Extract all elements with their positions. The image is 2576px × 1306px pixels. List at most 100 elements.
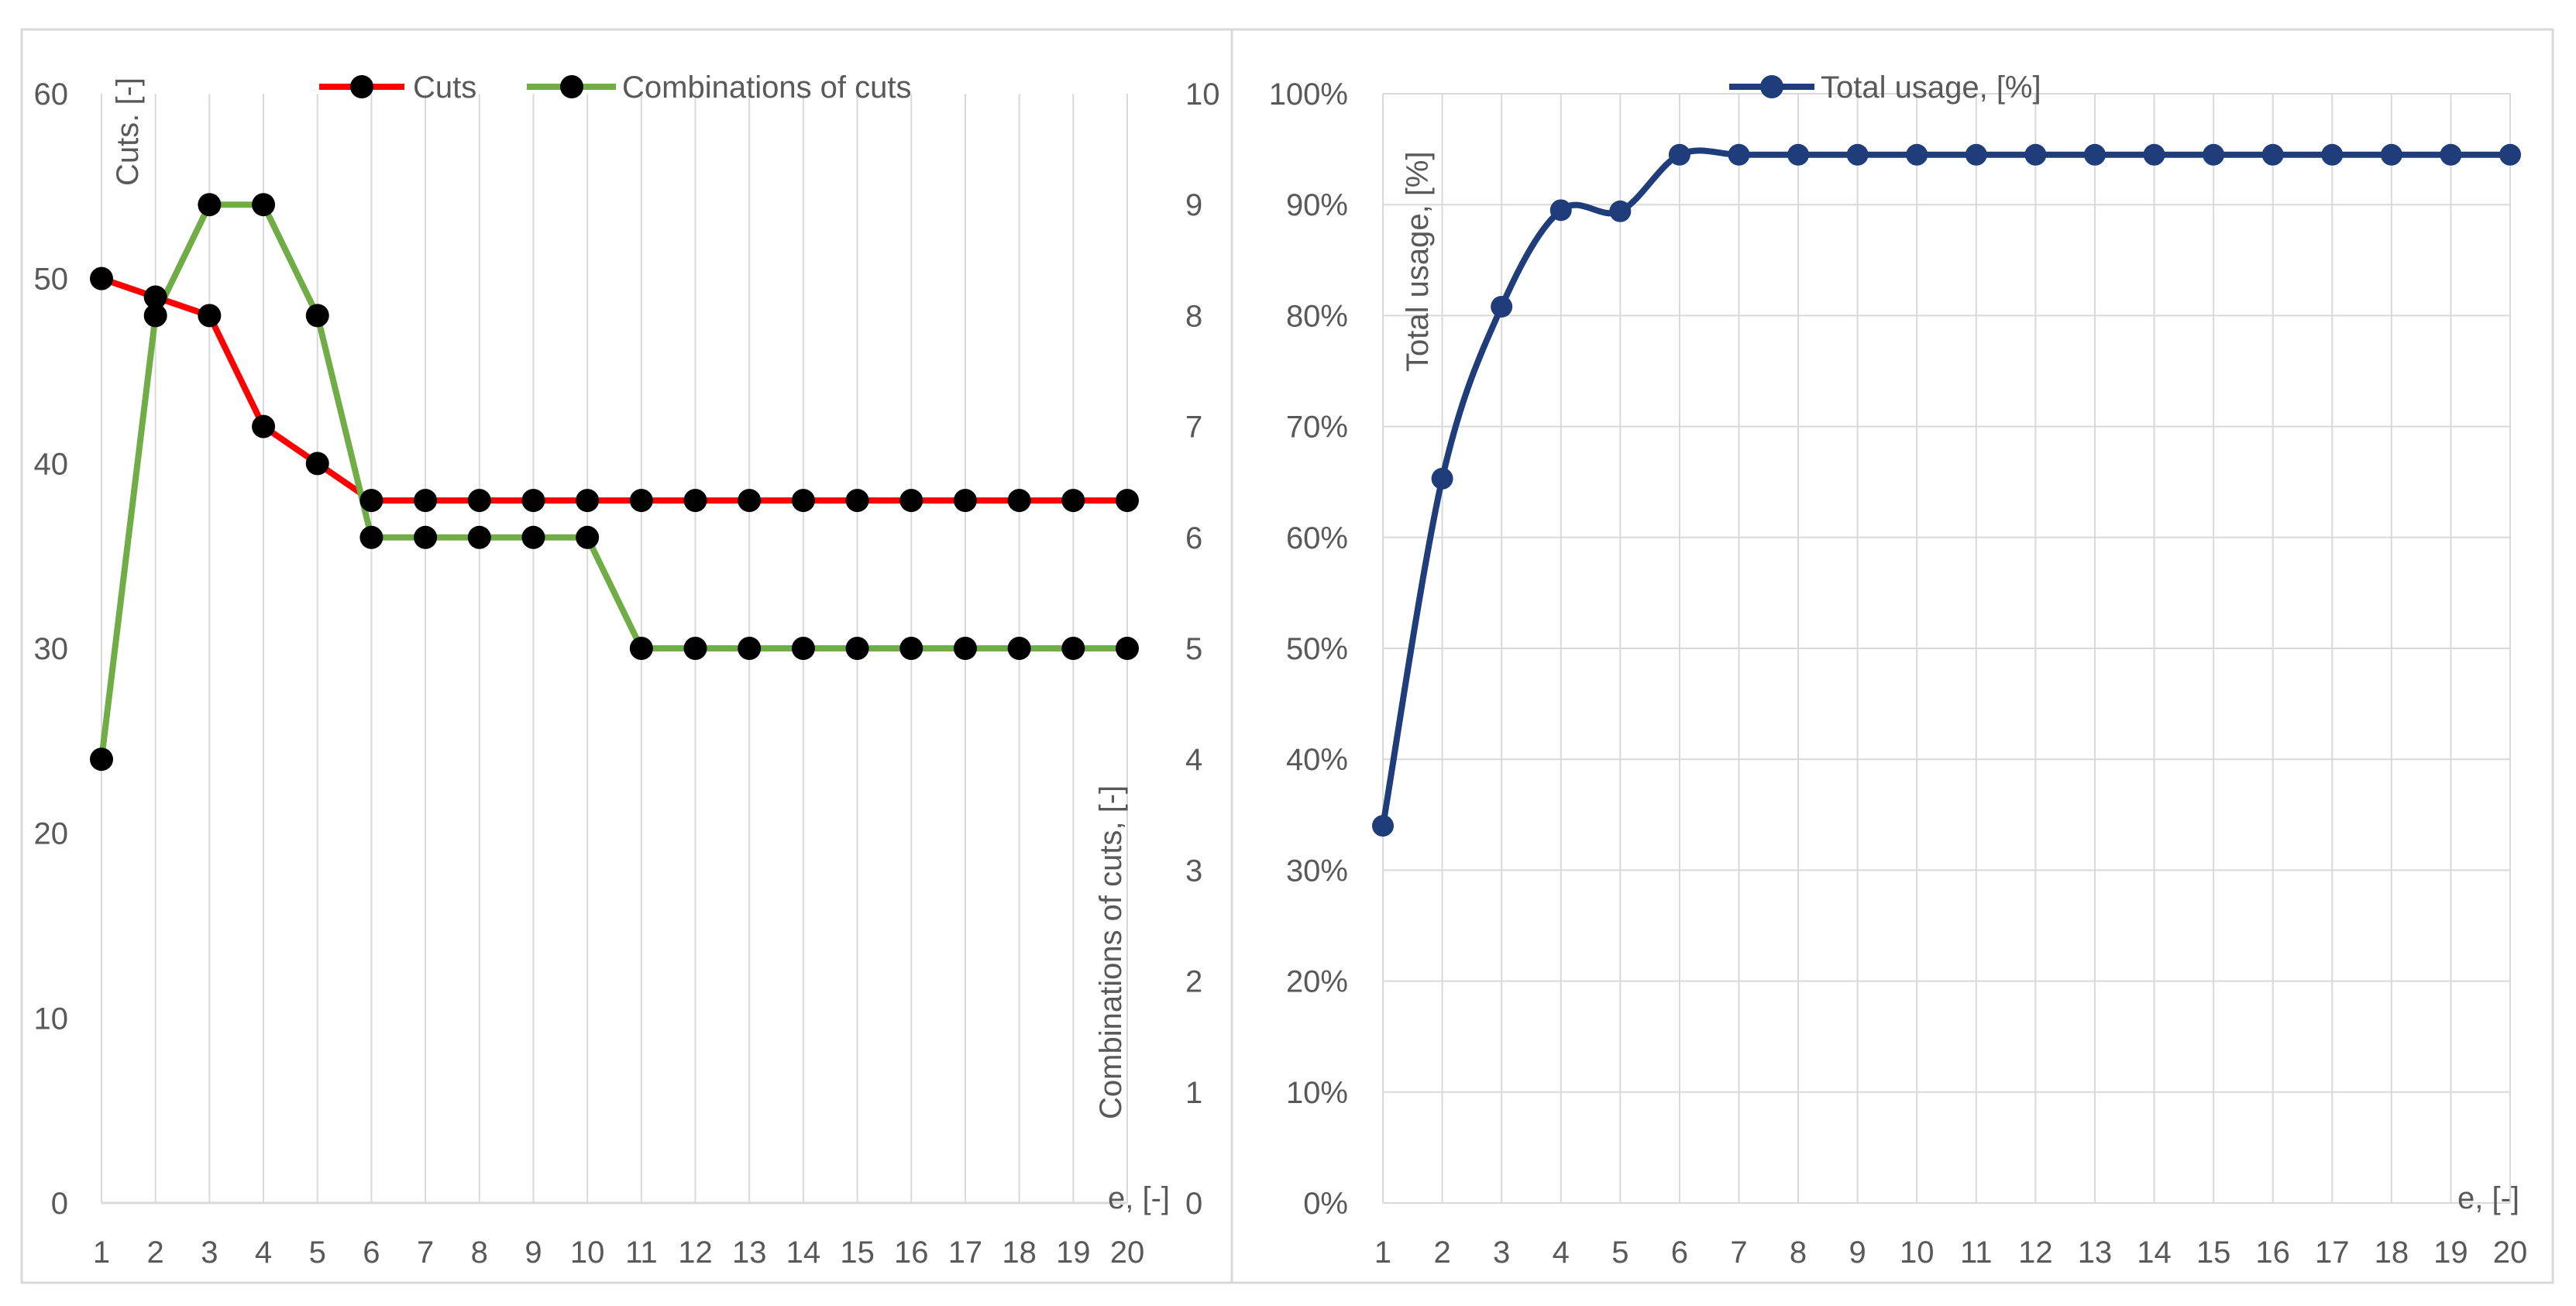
chart2-x-tick-label: 20 xyxy=(2493,1236,2528,1270)
chart2-x-tick-label: 15 xyxy=(2196,1236,2231,1270)
chart2-y-tick-label: 30% xyxy=(1286,854,1348,888)
chart1-point-1 xyxy=(467,525,491,549)
chart2-x-tick-label: 7 xyxy=(1730,1236,1747,1270)
chart1-y-tick-label: 40 xyxy=(34,447,69,481)
chart2-x-tick-label: 9 xyxy=(1849,1236,1866,1270)
chart1-x-tick-label: 8 xyxy=(471,1236,488,1270)
chart1-y-tick-label: 20 xyxy=(34,817,69,851)
chart1-point-1 xyxy=(252,193,276,217)
chart1-point-1 xyxy=(359,525,383,549)
chart2-y-tick-label: 40% xyxy=(1286,743,1348,777)
chart1-point-0 xyxy=(1116,489,1139,513)
chart1-x-tick-label: 1 xyxy=(93,1236,110,1270)
chart2-point-0 xyxy=(2203,143,2225,166)
chart2-x-tick-label: 14 xyxy=(2137,1236,2172,1270)
chart1-point-0 xyxy=(899,489,923,513)
chart1-x-tick-label: 11 xyxy=(625,1236,658,1270)
chart1-point-0 xyxy=(576,489,600,513)
chart1-x-tick-label: 12 xyxy=(678,1236,713,1270)
chart2-point-0 xyxy=(2380,143,2402,166)
chart1-point-0 xyxy=(414,489,438,513)
chart2-point-0 xyxy=(1668,143,1690,166)
chart2-y-tick-label: 10% xyxy=(1286,1076,1348,1110)
chart2-point-0 xyxy=(1549,199,1572,222)
chart1-point-1 xyxy=(953,637,977,660)
chart1-y2-tick-label: 7 xyxy=(1185,411,1202,445)
chart2-point-0 xyxy=(1728,143,1750,166)
chart1-point-1 xyxy=(791,637,815,660)
chart1-point-1 xyxy=(1007,637,1031,660)
chart2-y-tick-label: 50% xyxy=(1286,632,1348,666)
legend-total-usage-label: Total usage, [%] xyxy=(1821,70,2041,105)
chart1-point-1 xyxy=(683,637,707,660)
chart2-x-tick-label: 6 xyxy=(1671,1236,1688,1270)
chart2-x-tick-label: 12 xyxy=(2018,1236,2053,1270)
chart1-point-1 xyxy=(305,304,329,328)
chart1-point-0 xyxy=(143,285,167,309)
chart1-y2-tick-label: 4 xyxy=(1185,743,1202,777)
chart2-x-tick-label: 3 xyxy=(1493,1236,1510,1270)
chart2-point-0 xyxy=(2083,143,2106,166)
chart2-y-tick-label: 0% xyxy=(1303,1187,1348,1221)
chart2-x-tick-label: 11 xyxy=(1960,1236,1993,1270)
legend-cuts-marker xyxy=(350,75,373,98)
chart1-point-0 xyxy=(953,489,977,513)
chart1-x-tick-label: 10 xyxy=(570,1236,605,1270)
chart1-point-0 xyxy=(1007,489,1031,513)
chart1-y2-tick-label: 9 xyxy=(1185,188,1202,222)
chart1-point-0 xyxy=(305,452,329,476)
chart2-y-tick-label: 100% xyxy=(1269,77,1348,112)
chart2-y-tick-label: 20% xyxy=(1286,965,1348,999)
chart2-point-0 xyxy=(2321,143,2344,166)
chart2-x-tick-label: 18 xyxy=(2375,1236,2409,1270)
chart2-x-tick-label: 5 xyxy=(1611,1236,1628,1270)
chart1-x-tick-label: 19 xyxy=(1056,1236,1091,1270)
chart2-point-0 xyxy=(1431,467,1453,490)
chart1-ylabel: Cuts. [-] xyxy=(111,77,145,186)
chart1-x-tick-label: 15 xyxy=(840,1236,875,1270)
chart1-point-0 xyxy=(629,489,653,513)
chart2-y-tick-label: 70% xyxy=(1286,411,1348,445)
chart2-point-0 xyxy=(1965,143,1987,166)
chart1-point-0 xyxy=(252,414,276,438)
chart1-y2-tick-label: 2 xyxy=(1185,965,1202,999)
legend-combinations-label: Combinations of cuts xyxy=(622,70,912,105)
chart2-point-0 xyxy=(1846,143,1869,166)
chart2-ylabel: Total usage, [%] xyxy=(1401,151,1435,372)
chart-total-usage: 0%10%20%30%40%50%60%70%80%90%100%1 2 3 4 5 6 7… xyxy=(1269,77,2528,1270)
chart2-point-0 xyxy=(1906,143,1928,166)
chart1-point-0 xyxy=(521,489,545,513)
chart1-point-1 xyxy=(143,304,167,328)
chart1-y-tick-label: 10 xyxy=(34,1002,69,1036)
chart1-x-tick-label: 9 xyxy=(524,1236,542,1270)
chart2-point-0 xyxy=(1491,295,1513,318)
chart1-x-tick-label: 5 xyxy=(309,1236,326,1270)
chart1-point-1 xyxy=(414,525,438,549)
chart2-y-tick-label: 60% xyxy=(1286,521,1348,555)
chart1-x-tick-label: 4 xyxy=(255,1236,272,1270)
chart1-x-tick-label: 16 xyxy=(894,1236,929,1270)
chart1-y-tick-label: 0 xyxy=(51,1187,68,1221)
chart1-point-0 xyxy=(198,304,222,328)
chart1-point-0 xyxy=(1061,489,1085,513)
chart2-x-tick-label: 4 xyxy=(1553,1236,1570,1270)
chart1-y2-tick-label: 8 xyxy=(1185,299,1202,333)
chart1-y-tick-label: 30 xyxy=(34,632,69,666)
chart2-x-tick-label: 19 xyxy=(2433,1236,2468,1270)
chart2-point-0 xyxy=(1787,143,1810,166)
chart1-series-line-1 xyxy=(98,201,1127,760)
chart2-point-0 xyxy=(2261,143,2284,166)
chart1-point-1 xyxy=(90,748,113,772)
chart2-x-tick-label: 1 xyxy=(1374,1236,1391,1270)
chart1-point-0 xyxy=(738,489,762,513)
chart2-point-0 xyxy=(2440,143,2462,166)
chart2-x-tick-label: 8 xyxy=(1790,1236,1807,1270)
chart1-x-tick-label: 18 xyxy=(1002,1236,1037,1270)
chart1-y-tick-label: 60 xyxy=(34,77,69,112)
chart2-x-tick-label: 10 xyxy=(1900,1236,1935,1270)
chart2-point-0 xyxy=(2143,143,2165,166)
chart2-point-0 xyxy=(1372,815,1394,837)
